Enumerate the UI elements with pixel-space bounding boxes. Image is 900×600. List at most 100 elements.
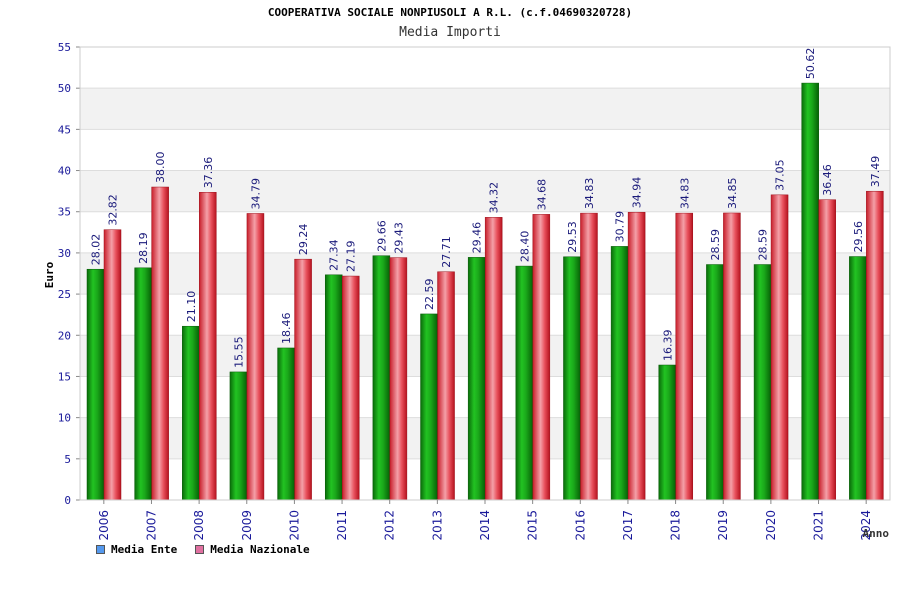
data-label: 22.59 (423, 278, 436, 310)
data-label: 34.68 (535, 179, 548, 211)
bar-ente-2007 (134, 267, 152, 501)
bar-nazionale-2017 (627, 211, 646, 501)
data-label: 27.71 (440, 236, 453, 268)
data-label: 50.62 (804, 48, 817, 80)
y-tick-label: 35 (58, 206, 71, 219)
bar-ente-2010 (277, 347, 295, 501)
tick-labels: 0 5 10 15 20 25 30 35 40 45 50 55 2006 2007 2008 2009 20… (58, 41, 873, 541)
x-tick-label: 2018 (669, 510, 683, 541)
x-tick-label: 2009 (240, 510, 254, 541)
bar-nazionale-2006 (103, 229, 122, 501)
y-tick-label: 40 (58, 165, 71, 178)
bar-ente-2017 (610, 246, 629, 501)
data-label: 15.55 (232, 336, 245, 368)
legend: Media Ente Media Nazionale (96, 543, 310, 556)
bar-ente-2019 (706, 264, 724, 501)
bar-ente-2011 (324, 274, 343, 501)
bar-nazionale-2008 (199, 192, 217, 501)
bar-ente-2012 (372, 255, 391, 501)
data-labels: 28.02 32.82 28.19 38.00 21.10 37.36 15.55 34.79… (90, 48, 882, 368)
x-tick-label: 2010 (287, 510, 301, 541)
data-label: 37.05 (774, 159, 787, 191)
bar-nazionale-2009 (246, 213, 265, 501)
bar-ente-2009 (229, 371, 248, 501)
data-label: 16.39 (661, 330, 674, 362)
data-label: 34.83 (678, 178, 691, 210)
y-tick-label: 50 (58, 82, 71, 95)
data-label: 34.85 (726, 177, 739, 209)
data-label: 28.19 (137, 232, 150, 264)
legend-swatch-ente (96, 545, 105, 554)
legend-item-ente: Media Ente (96, 543, 177, 556)
bar-nazionale-2019 (723, 212, 741, 501)
x-tick-label: 2014 (478, 510, 492, 541)
y-tick-label: 55 (58, 41, 71, 54)
chart-title: COOPERATIVA SOCIALE NONPIUSOLI A R.L. (c… (267, 6, 633, 19)
y-tick-label: 45 (58, 123, 71, 136)
x-tick-label: 2012 (383, 510, 397, 541)
x-tick-label: 2008 (192, 510, 206, 541)
bar-ente-2018 (658, 364, 677, 501)
legend-label-ente: Media Ente (111, 543, 178, 556)
bar-nazionale-2018 (675, 212, 694, 501)
x-tick-label: 2011 (335, 510, 349, 541)
y-tick-label: 15 (58, 370, 71, 383)
y-axis-label: Euro (43, 261, 56, 288)
data-label: 27.19 (345, 241, 358, 273)
y-tick-label: 20 (58, 329, 71, 342)
bar-ente-2006 (86, 268, 105, 501)
y-tick-label: 10 (58, 412, 71, 425)
bar-nazionale-2024 (866, 190, 884, 501)
bars (86, 82, 884, 501)
data-label: 34.32 (488, 182, 501, 214)
data-label: 37.36 (202, 157, 215, 189)
data-label: 29.66 (375, 220, 388, 252)
x-tick-label: 2021 (812, 510, 826, 541)
data-label: 28.02 (90, 234, 103, 266)
x-tick-label: 2013 (430, 510, 444, 541)
x-tick-label: 2007 (144, 510, 158, 541)
data-label: 29.24 (297, 224, 310, 256)
y-tick-label: 25 (58, 288, 71, 301)
data-label: 29.43 (392, 222, 405, 254)
data-label: 29.46 (471, 222, 484, 254)
x-tick-label: 2017 (621, 510, 635, 541)
data-label: 34.79 (249, 178, 262, 210)
bar-nazionale-2015 (532, 214, 551, 501)
data-label: 29.56 (852, 221, 865, 253)
bar-nazionale-2011 (341, 275, 360, 501)
legend-item-nazionale: Media Nazionale (195, 543, 310, 556)
data-label: 37.49 (869, 156, 882, 188)
x-tick-label: 2019 (716, 510, 730, 541)
data-label: 28.59 (709, 229, 722, 261)
bar-ente-2020 (753, 264, 772, 501)
bar-ente-2021 (801, 82, 819, 501)
x-axis-label: Anno (863, 527, 890, 540)
legend-swatch-nazionale (195, 545, 205, 554)
data-label: 28.59 (757, 229, 770, 261)
x-tick-label: 2016 (573, 510, 587, 541)
data-label: 29.53 (566, 221, 579, 253)
bar-ente-2016 (563, 256, 581, 501)
bar-nazionale-2012 (389, 257, 408, 501)
axes (76, 46, 891, 504)
data-label: 18.46 (280, 312, 293, 344)
bar-nazionale-2020 (770, 194, 789, 501)
bar-nazionale-2014 (484, 217, 503, 501)
y-tick-label: 0 (64, 494, 71, 507)
x-tick-label: 2006 (97, 510, 111, 541)
bar-ente-2015 (515, 265, 534, 501)
data-label: 38.00 (154, 152, 167, 184)
y-tick-label: 5 (64, 453, 71, 466)
data-label: 21.10 (185, 291, 198, 323)
bar-nazionale-2010 (294, 258, 312, 501)
bar-ente-2008 (182, 325, 200, 501)
bar-ente-2024 (849, 256, 867, 501)
data-label: 28.40 (518, 231, 531, 263)
grid-band (80, 88, 890, 130)
chart-subtitle: Media Importi (399, 25, 501, 40)
data-label: 36.46 (821, 164, 834, 196)
data-label: 34.83 (583, 178, 596, 210)
data-label: 30.79 (614, 211, 627, 243)
